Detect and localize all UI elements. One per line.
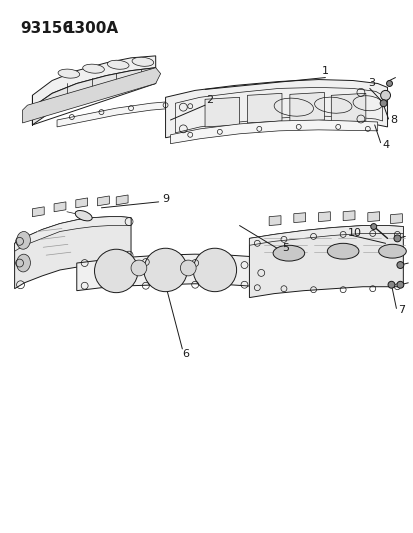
Polygon shape: [367, 212, 379, 222]
Circle shape: [370, 223, 376, 230]
Text: 1: 1: [321, 66, 328, 76]
Text: 2: 2: [206, 95, 213, 105]
Circle shape: [94, 249, 138, 293]
Ellipse shape: [83, 64, 104, 73]
Circle shape: [387, 281, 394, 288]
Text: 5: 5: [282, 243, 289, 253]
Polygon shape: [165, 79, 387, 138]
Polygon shape: [57, 100, 199, 127]
Ellipse shape: [327, 244, 358, 259]
Polygon shape: [32, 68, 155, 125]
Polygon shape: [289, 92, 324, 122]
Polygon shape: [76, 254, 268, 290]
Polygon shape: [32, 56, 155, 107]
Ellipse shape: [17, 254, 30, 272]
Text: 4: 4: [381, 140, 388, 150]
Text: 93156: 93156: [21, 21, 74, 36]
Polygon shape: [247, 93, 281, 123]
Circle shape: [380, 91, 389, 100]
Circle shape: [193, 248, 236, 292]
Text: 9: 9: [161, 194, 169, 204]
Circle shape: [131, 260, 147, 276]
Polygon shape: [342, 211, 354, 221]
Circle shape: [396, 281, 403, 288]
Polygon shape: [54, 202, 66, 212]
Text: 8: 8: [389, 115, 396, 125]
Polygon shape: [389, 214, 401, 223]
Polygon shape: [32, 207, 44, 217]
Text: 1300A: 1300A: [64, 21, 118, 36]
Ellipse shape: [17, 231, 30, 249]
Ellipse shape: [107, 60, 129, 69]
Circle shape: [143, 248, 187, 292]
Ellipse shape: [273, 245, 304, 261]
Polygon shape: [22, 68, 160, 123]
Circle shape: [396, 262, 403, 269]
Polygon shape: [170, 120, 377, 144]
Circle shape: [379, 100, 386, 107]
Polygon shape: [97, 196, 109, 206]
Text: 3: 3: [368, 78, 374, 88]
Polygon shape: [249, 225, 402, 297]
Ellipse shape: [378, 244, 405, 258]
Ellipse shape: [75, 211, 92, 221]
Circle shape: [180, 260, 196, 276]
Text: 10: 10: [347, 229, 361, 238]
Polygon shape: [204, 98, 239, 127]
Polygon shape: [76, 198, 88, 208]
Polygon shape: [293, 213, 305, 223]
Circle shape: [386, 80, 392, 86]
Ellipse shape: [132, 57, 153, 66]
Polygon shape: [116, 195, 128, 205]
Polygon shape: [268, 216, 280, 225]
Polygon shape: [318, 212, 330, 222]
Polygon shape: [249, 225, 402, 245]
Ellipse shape: [58, 69, 80, 78]
Polygon shape: [14, 217, 131, 251]
Text: 6: 6: [181, 349, 188, 359]
Circle shape: [393, 235, 400, 242]
Text: 7: 7: [397, 305, 404, 316]
Polygon shape: [14, 217, 131, 289]
Polygon shape: [330, 93, 365, 123]
